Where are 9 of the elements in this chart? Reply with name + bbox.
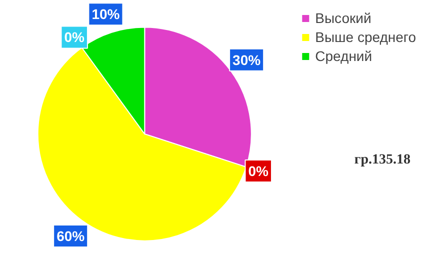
data-label: 10% bbox=[92, 6, 120, 22]
legend-label: Средний bbox=[315, 48, 372, 64]
text: гр.135.18 bbox=[354, 152, 411, 168]
data-label: 60% bbox=[56, 228, 86, 244]
text: 0% bbox=[248, 162, 268, 179]
data-label: 30% bbox=[232, 52, 262, 68]
legend-label: Высокий bbox=[315, 10, 372, 26]
legend-label: Выше среднего bbox=[315, 29, 416, 45]
text: 0% bbox=[64, 29, 84, 46]
